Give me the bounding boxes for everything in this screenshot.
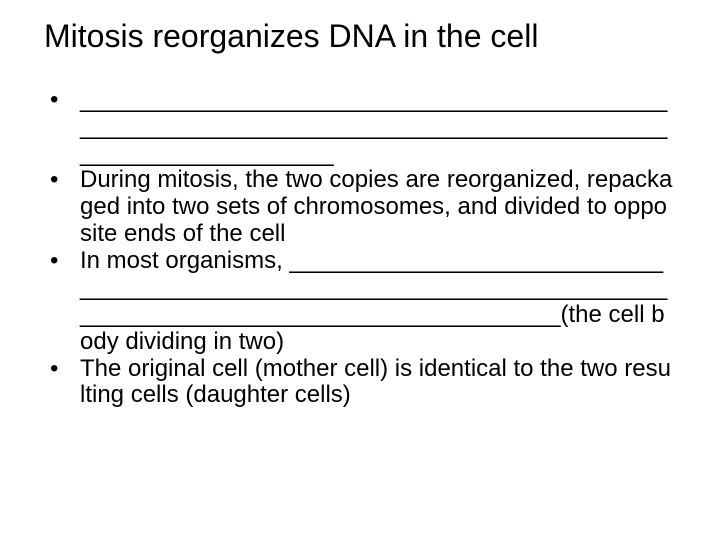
bullet-text: ________________________________________… xyxy=(80,86,667,167)
page-title: Mitosis reorganizes DNA in the cell xyxy=(0,0,720,65)
slide-content: ________________________________________… xyxy=(0,65,720,410)
list-item: ________________________________________… xyxy=(44,87,676,168)
bullet-text: In most organisms, _____________________… xyxy=(80,247,667,355)
bullet-list: ________________________________________… xyxy=(44,87,676,410)
bullet-text: The original cell (mother cell) is ident… xyxy=(80,355,671,409)
list-item: The original cell (mother cell) is ident… xyxy=(44,356,676,410)
list-item: In most organisms, _____________________… xyxy=(44,248,676,356)
slide-container: Mitosis reorganizes DNA in the cell ____… xyxy=(0,0,720,540)
bullet-text: During mitosis, the two copies are reorg… xyxy=(80,166,672,247)
list-item: During mitosis, the two copies are reorg… xyxy=(44,167,676,248)
